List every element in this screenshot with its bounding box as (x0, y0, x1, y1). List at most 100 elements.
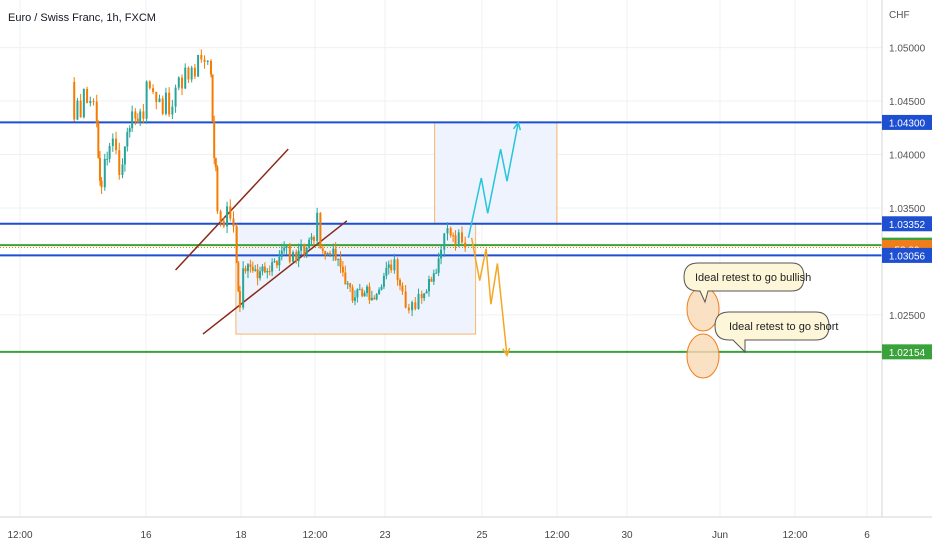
candle-body (126, 131, 129, 147)
candle-body (103, 158, 106, 188)
time-tick-label: 18 (235, 530, 247, 541)
candle-body (423, 293, 426, 299)
time-axis[interactable]: 12:00 16 18 12:00 23 25 12:00 30 Jun 12:00 6 (7, 530, 870, 541)
candle-body (174, 87, 177, 107)
projections[interactable] (467, 120, 522, 358)
candle-body (411, 302, 414, 311)
candle-body (292, 252, 295, 262)
time-tick-label: 12:00 (782, 530, 807, 541)
candle-body (387, 264, 390, 268)
time-tick-label: 30 (621, 530, 633, 541)
candle-body (346, 283, 349, 285)
candle-body (97, 123, 100, 158)
candle-body (244, 268, 247, 272)
candle-body (246, 264, 249, 272)
candle-body (256, 269, 259, 279)
candle-body (316, 212, 319, 241)
price-axis[interactable]: CHF 1.05000 1.04500 1.04000 1.03500 1.02500 (889, 10, 926, 322)
bullish-projection[interactable] (467, 122, 520, 239)
candle-body (361, 289, 364, 297)
candle-body (295, 252, 298, 262)
price-labels: 1.043001.033521.031521.0313052:091.03056… (882, 114, 932, 360)
time-tick-label: 23 (379, 530, 391, 541)
candle-body (297, 250, 300, 262)
level-1.04300-badge (882, 114, 932, 130)
candle-body (251, 266, 254, 271)
candle-body (89, 101, 92, 104)
candle-body (358, 289, 361, 291)
candle-body (443, 233, 446, 250)
candle-body (349, 283, 352, 288)
candle-body (464, 242, 467, 248)
candle-body (254, 269, 257, 271)
candle-body (396, 259, 399, 280)
candle-body (288, 245, 291, 262)
candle-body (420, 294, 423, 299)
candle-body (73, 81, 76, 120)
candle-body (86, 88, 89, 104)
candle-body (145, 81, 148, 119)
candle-body (437, 258, 440, 273)
candle-body (339, 258, 342, 267)
candle-body (121, 164, 124, 175)
candle-body (341, 266, 344, 273)
candle-body (134, 111, 137, 119)
callouts[interactable]: Ideal retest to go bullish Ideal retest … (683, 262, 838, 379)
candle-body (203, 59, 206, 62)
level-1.03352-label: 1.03352 (889, 220, 926, 231)
candle-body (321, 248, 324, 251)
candle-body (82, 88, 85, 118)
price-tick-label: 1.02500 (889, 311, 926, 322)
candle-body (98, 157, 101, 181)
range-box (235, 223, 477, 335)
level-1.03352-badge (882, 216, 932, 232)
candle-body (261, 266, 264, 272)
candle-body (115, 138, 118, 151)
short-retest-circle (686, 333, 720, 379)
candle-body (305, 247, 308, 255)
candle-body (148, 81, 151, 89)
candle-body (187, 67, 190, 80)
candle-body (271, 262, 274, 272)
candle-body (136, 118, 139, 123)
candle-body (430, 279, 433, 282)
short-projection[interactable] (470, 237, 508, 356)
candle-body (460, 232, 463, 243)
bullish-callout-text: Ideal retest to go bullish (695, 272, 811, 284)
candle-body (216, 167, 219, 212)
bullish-projection-arrowhead (512, 120, 522, 131)
candle-body (404, 291, 407, 308)
candle-body (249, 264, 252, 267)
candle-body (161, 98, 164, 114)
trend-channel[interactable] (175, 148, 348, 335)
candle-body (446, 228, 449, 234)
candle-body (193, 67, 196, 77)
candle-body (190, 67, 193, 80)
candle-body (382, 275, 385, 287)
candle-body (108, 145, 111, 159)
chart-title: Euro / Swiss Franc, 1h, FXCM (8, 12, 156, 24)
bullish-callout-bubble[interactable] (683, 262, 805, 304)
candle-body (351, 287, 354, 301)
candle-body (200, 54, 203, 60)
channel-lower-line[interactable] (202, 220, 348, 335)
candle-body (128, 128, 131, 132)
candle-body (427, 279, 430, 292)
candle-body (275, 261, 278, 266)
candle-body (209, 60, 212, 75)
candle-body (197, 54, 200, 77)
candle-body (181, 77, 184, 89)
short-callout-bubble[interactable] (714, 311, 830, 354)
candle-body (263, 266, 266, 273)
candle-body (356, 289, 359, 298)
candle-body (393, 259, 396, 271)
time-tick-label: 12:00 (7, 530, 32, 541)
level-1.03056-badge (882, 247, 932, 263)
candle-body (370, 297, 373, 301)
candle-body (152, 88, 155, 92)
channel-upper-line[interactable] (175, 148, 289, 271)
candle-body (337, 258, 340, 260)
candle-body (414, 302, 417, 309)
